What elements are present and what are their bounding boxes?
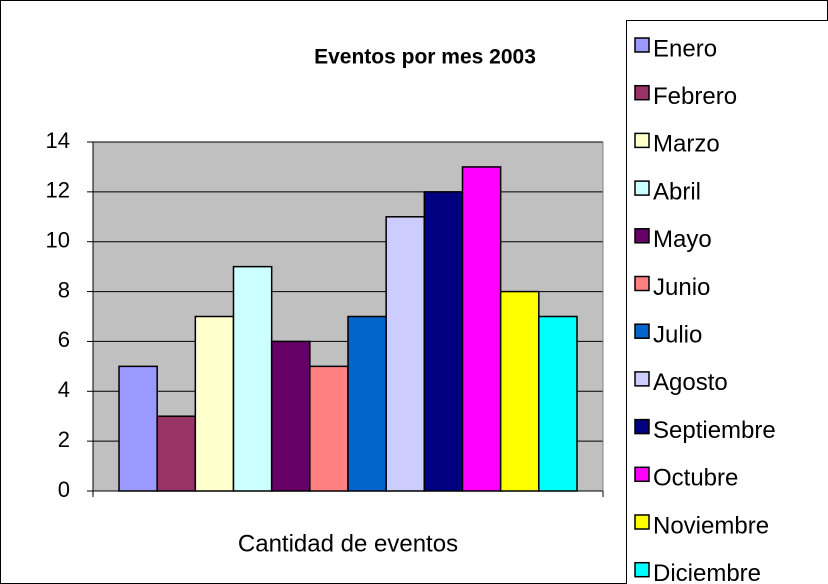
legend-swatch — [634, 132, 650, 149]
legend-label: Octubre — [653, 465, 738, 492]
bar — [270, 340, 311, 492]
legend-swatch — [634, 514, 650, 530]
bar — [347, 315, 387, 492]
legend-swatch — [634, 466, 650, 483]
bar — [156, 415, 197, 492]
legend-label: Mayo — [653, 226, 712, 253]
legend-swatch — [634, 180, 650, 196]
bar — [385, 216, 426, 492]
legend-label: Abril — [653, 178, 701, 205]
y-tick-label: 6 — [58, 327, 70, 352]
y-tick-label: 8 — [58, 277, 70, 302]
bar — [499, 290, 540, 492]
y-tick-label: 12 — [46, 178, 70, 203]
legend-label: Noviembre — [653, 512, 769, 539]
y-tick-label: 2 — [58, 427, 70, 452]
bar — [118, 365, 158, 492]
chart-title: Eventos por mes 2003 — [314, 46, 536, 69]
bar — [232, 265, 273, 492]
y-tick-label: 4 — [58, 377, 70, 402]
legend-swatch — [634, 228, 650, 244]
y-tick-label: 14 — [46, 128, 70, 153]
legend-label: Junio — [653, 274, 710, 301]
legend-box — [626, 20, 828, 584]
legend-label: Marzo — [653, 131, 720, 158]
legend-label: Febrero — [653, 83, 737, 110]
legend-label: Diciembre — [653, 560, 761, 584]
bar — [461, 166, 502, 492]
legend-label: Enero — [653, 35, 717, 62]
legend-swatch — [634, 418, 650, 435]
legend-label: Septiembre — [653, 417, 776, 444]
legend-swatch — [634, 323, 650, 339]
x-tick-label: Cantidad de eventos — [238, 530, 458, 557]
y-tick-label: 0 — [58, 477, 70, 502]
legend-swatch — [634, 561, 650, 578]
legend-label: Agosto — [653, 369, 728, 396]
bar — [538, 315, 578, 492]
bar — [423, 191, 464, 492]
bar — [194, 315, 235, 492]
legend-swatch — [634, 371, 650, 387]
legend-swatch — [634, 37, 650, 53]
y-tick-label: 10 — [46, 228, 70, 253]
legend-label: Julio — [653, 322, 702, 349]
legend-swatch — [634, 84, 650, 101]
legend-swatch — [634, 275, 650, 292]
bar — [309, 365, 349, 492]
